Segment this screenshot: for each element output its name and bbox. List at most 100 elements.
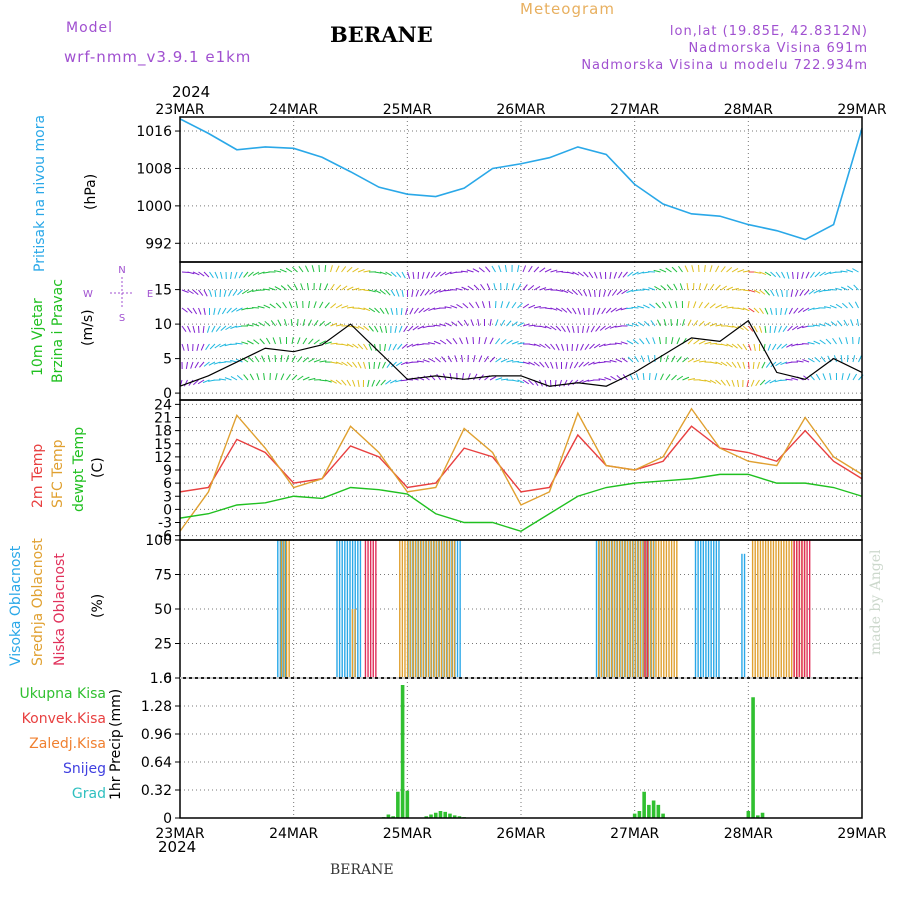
wind-barb-arrow bbox=[187, 343, 189, 352]
x-tick-label-bottom: 23MAR bbox=[155, 826, 204, 842]
wind-barb-arrow bbox=[447, 355, 452, 363]
meteogram-label: Meteogram bbox=[520, 0, 615, 18]
wind-barb-arrow bbox=[678, 265, 683, 273]
cloud-low-bar bbox=[372, 540, 374, 678]
wind-barb-arrow bbox=[241, 289, 249, 295]
cloud-mid-bar bbox=[751, 540, 754, 678]
wind-barb-arrow bbox=[796, 360, 804, 363]
cloud-mid-bar bbox=[618, 540, 621, 678]
wind-barb-arrow bbox=[566, 289, 574, 295]
cloud-high-bar bbox=[707, 540, 710, 678]
wind-barb-arrow bbox=[181, 343, 185, 351]
wind-barb-arrow bbox=[737, 325, 744, 330]
y-tick-label: 0.64 bbox=[141, 755, 172, 771]
wind-barb-arrow bbox=[748, 307, 755, 313]
wind-barb-arrow bbox=[528, 361, 535, 366]
wind-barb-arrow bbox=[746, 379, 749, 387]
wind-barb-arrow bbox=[413, 307, 419, 314]
cloud-low-bar bbox=[798, 540, 800, 678]
wind-barb-arrow bbox=[682, 376, 690, 381]
wind-barb-arrow bbox=[478, 355, 483, 363]
cloud-low-bar bbox=[646, 540, 649, 678]
cloud-mid-bar bbox=[414, 540, 417, 678]
cloud-low-bar bbox=[808, 540, 811, 678]
wind-barb-arrow bbox=[423, 307, 430, 313]
cloud-low-bar bbox=[369, 540, 372, 678]
wind-barb-arrow bbox=[379, 271, 387, 275]
cloud-mid-bar bbox=[642, 540, 644, 678]
wind-barb-arrow bbox=[470, 319, 474, 327]
wind-barb-arrow bbox=[810, 271, 815, 278]
wind-barb-arrow bbox=[506, 339, 513, 345]
wind-barb-arrow bbox=[473, 355, 476, 363]
wind-barb-arrow bbox=[796, 271, 799, 280]
wind-barb-arrow bbox=[726, 343, 733, 348]
wind-barb-arrow bbox=[500, 301, 504, 309]
precip-bar bbox=[438, 811, 443, 818]
y-tick-label: 9 bbox=[163, 463, 172, 479]
wind-barb-arrow bbox=[609, 271, 612, 279]
wind-barb-arrow bbox=[221, 307, 227, 315]
wind-barb-arrow bbox=[392, 343, 397, 351]
cloud-mid-bar bbox=[603, 540, 605, 678]
wind-barb-arrow bbox=[407, 271, 411, 279]
cloud-high-bar bbox=[741, 553, 743, 678]
cloud-high-bar bbox=[713, 540, 715, 678]
cloud-mid-bar bbox=[660, 540, 662, 678]
cloud-mid-bar bbox=[605, 540, 608, 678]
wind-barb-arrow bbox=[605, 307, 612, 314]
wind-barb-arrow bbox=[335, 361, 343, 366]
wind-barb-arrow bbox=[788, 307, 793, 315]
cloud-mid-bar bbox=[676, 540, 678, 678]
cloud-high-bar bbox=[284, 540, 287, 678]
wind-barb-arrow bbox=[764, 271, 772, 277]
wind-barb-arrow bbox=[367, 379, 370, 387]
wind-barb-arrow bbox=[604, 325, 612, 330]
wind-barb-arrow bbox=[627, 356, 634, 363]
wind-barb-arrow bbox=[720, 379, 726, 386]
wind-barb-arrow bbox=[715, 265, 720, 273]
cloud-mid-bar bbox=[280, 540, 283, 678]
wind-barb-arrow bbox=[572, 307, 577, 315]
wind-barb-arrow bbox=[580, 343, 584, 351]
wind-barb-arrow bbox=[786, 343, 793, 348]
wind-barb-arrow bbox=[324, 341, 332, 345]
cloud-low-bar bbox=[801, 540, 803, 678]
wind-barb-arrow bbox=[382, 361, 386, 369]
wind-barb-arrow bbox=[533, 286, 541, 291]
wind-barb-arrow bbox=[279, 337, 282, 345]
wind-barb-arrow bbox=[577, 289, 583, 296]
wind-barb-arrow bbox=[572, 289, 578, 296]
cloud-mid-bar bbox=[419, 540, 422, 678]
cloud-mid-bar bbox=[783, 540, 785, 678]
wind-barb-arrow bbox=[835, 303, 843, 309]
wind-barb-arrow bbox=[220, 325, 227, 332]
wind-barb-arrow bbox=[517, 283, 522, 291]
wind-barb-arrow bbox=[785, 378, 793, 381]
wind-barb-arrow bbox=[829, 288, 837, 291]
wind-barb-arrow bbox=[197, 379, 205, 385]
x-tick-label-top: 28MAR bbox=[724, 102, 773, 118]
wind-barb-arrow bbox=[257, 271, 265, 275]
cloud-high-bar bbox=[718, 540, 720, 678]
wind-barb-arrow bbox=[324, 264, 327, 273]
wind-barb-arrow bbox=[261, 355, 265, 363]
wind-barb-arrow bbox=[263, 304, 271, 309]
elevation-model-label: Nadmorska Visina u modelu 722.934m bbox=[581, 58, 868, 73]
wind-barb-arrow bbox=[850, 319, 854, 327]
wind-barb-arrow bbox=[653, 269, 661, 273]
wind-barb-arrow bbox=[731, 379, 735, 387]
cloud-high-bar bbox=[357, 540, 359, 678]
wind-barb-arrow bbox=[654, 373, 658, 381]
wind-barb-arrow bbox=[528, 265, 533, 273]
y-tick-label: 0.32 bbox=[141, 783, 172, 799]
wind-barb-arrow bbox=[330, 303, 337, 309]
legend-total-rain: Ukupna Kisa bbox=[19, 686, 106, 702]
wind-barb-arrow bbox=[346, 286, 354, 291]
wind-barb-arrow bbox=[589, 343, 595, 350]
cloud-mid-bar bbox=[409, 540, 411, 678]
wind-barb-arrow bbox=[858, 355, 862, 363]
wind-barb-arrow bbox=[636, 373, 639, 381]
wind-barb-arrow bbox=[522, 303, 530, 309]
wind-barb-arrow bbox=[715, 361, 723, 366]
